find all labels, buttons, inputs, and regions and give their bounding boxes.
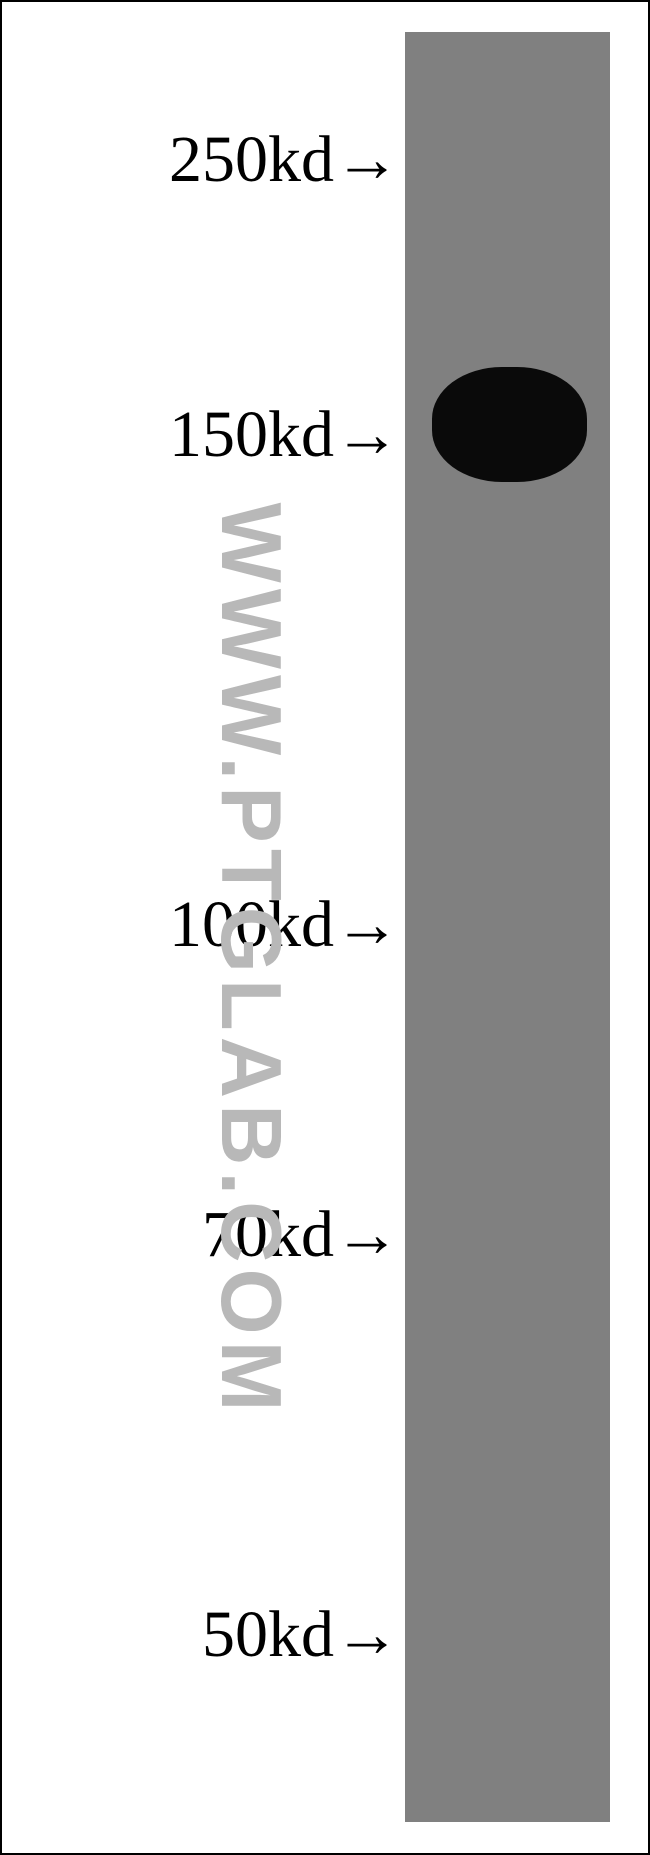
marker-label: 100kd→ bbox=[169, 887, 400, 963]
marker-label: 70kd→ bbox=[202, 1197, 400, 1273]
marker-label: 50kd→ bbox=[202, 1597, 400, 1673]
blot-figure: 250kd→ 150kd→ 100kd→ 70kd→ 50kd→ WWW.PTG… bbox=[0, 0, 650, 1855]
blot-band bbox=[432, 367, 587, 482]
blot-lane bbox=[405, 32, 610, 1822]
marker-label: 250kd→ bbox=[169, 122, 400, 198]
marker-label: 150kd→ bbox=[169, 397, 400, 473]
